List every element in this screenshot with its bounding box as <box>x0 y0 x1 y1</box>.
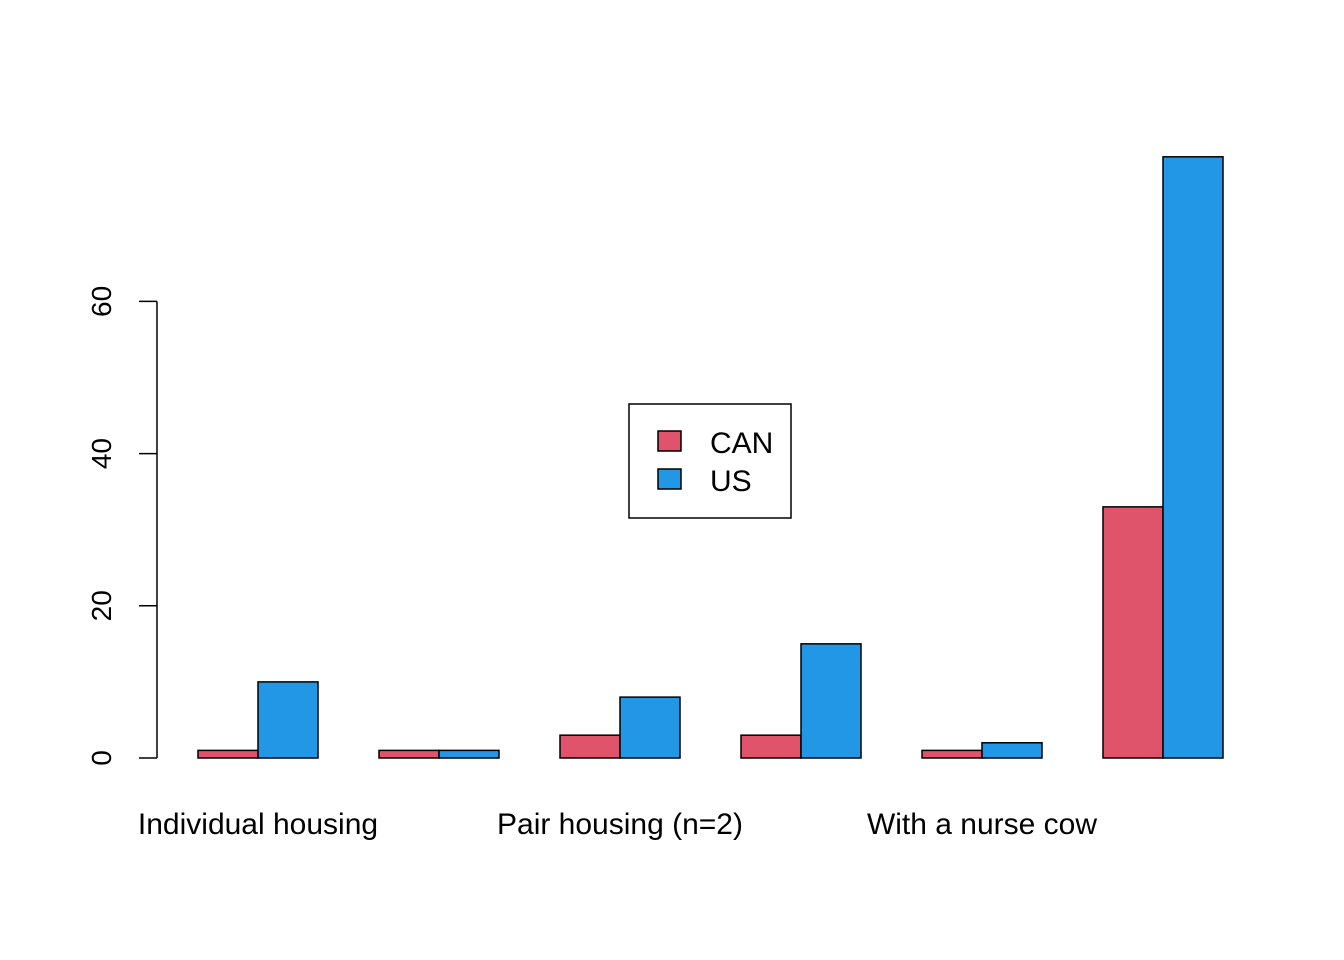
legend-swatch-us <box>657 468 682 490</box>
bar-can-0 <box>197 749 259 759</box>
x-category-label: Pair housing (n=2) <box>497 808 743 841</box>
bar-can-2 <box>559 734 621 759</box>
bar-can-4 <box>921 749 983 759</box>
bar-can-1 <box>378 749 440 759</box>
x-category-label: Individual housing <box>138 808 378 841</box>
y-tick-label: 60 <box>86 286 117 317</box>
bar-us-5 <box>1162 156 1224 759</box>
legend: CAN US <box>628 403 792 519</box>
bar-us-3 <box>800 643 862 759</box>
legend-swatch-can <box>657 430 682 452</box>
legend-box <box>628 403 792 519</box>
bars-layer <box>197 156 1224 759</box>
bar-us-2 <box>619 696 681 759</box>
legend-label-can: CAN <box>710 427 773 460</box>
bar-us-0 <box>257 681 319 759</box>
bar-us-1 <box>438 749 500 759</box>
bar-can-3 <box>740 734 802 759</box>
y-tick-label: 40 <box>86 438 117 469</box>
bar-us-4 <box>981 742 1043 759</box>
bar-can-5 <box>1102 506 1164 759</box>
y-tick-label: 20 <box>86 590 117 621</box>
x-category-label: With a nurse cow <box>867 808 1097 841</box>
y-tick-label: 0 <box>86 750 117 766</box>
y-axis: 0 20 40 60 <box>86 286 158 766</box>
x-axis-labels: Individual housing Pair housing (n=2) With… <box>138 808 1097 841</box>
legend-label-us: US <box>710 465 752 498</box>
